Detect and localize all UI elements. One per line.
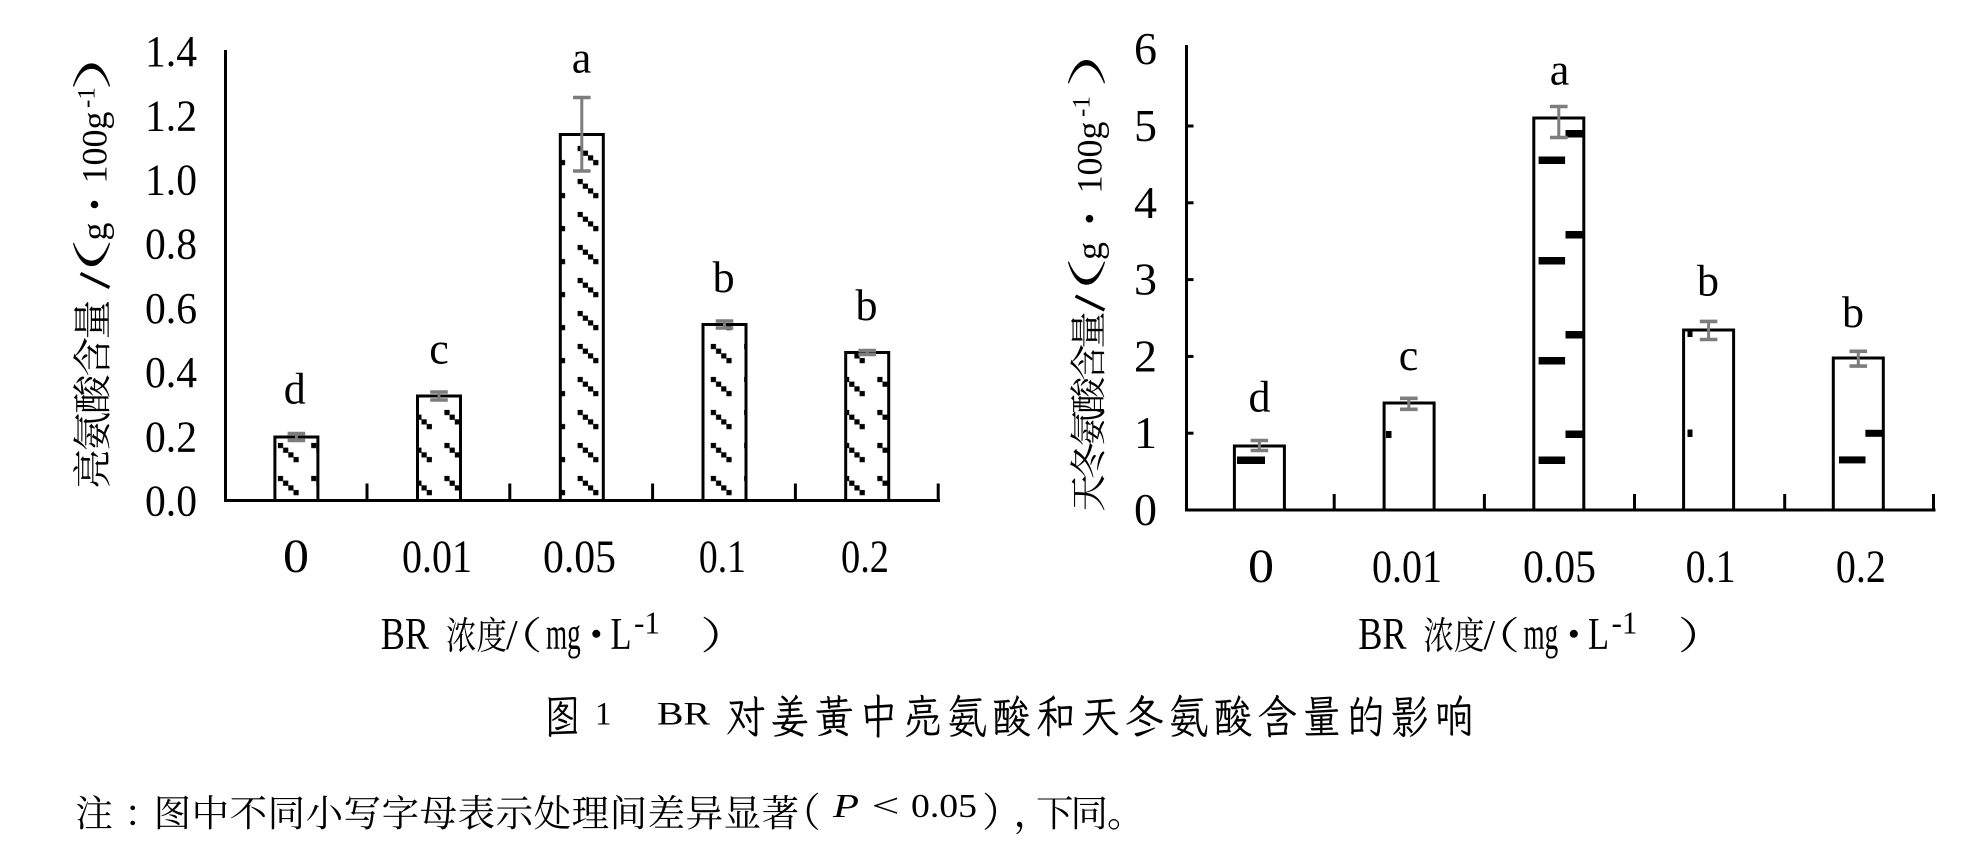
svg-text:100g: 100g (75, 112, 115, 184)
svg-text:0.8: 0.8 (145, 220, 197, 269)
svg-text:0.01: 0.01 (402, 531, 472, 583)
svg-text:/: / (1484, 613, 1496, 659)
svg-text:d: d (1249, 373, 1271, 422)
svg-text:b: b (713, 253, 735, 302)
svg-text:100g: 100g (1070, 122, 1110, 194)
svg-text:6: 6 (1134, 23, 1157, 74)
svg-text:-1: -1 (1612, 605, 1638, 641)
svg-text:5: 5 (1134, 100, 1157, 151)
svg-text:g: g (75, 223, 115, 241)
svg-text:2: 2 (1134, 330, 1157, 381)
svg-text:0: 0 (283, 530, 309, 583)
svg-text:b: b (856, 281, 878, 330)
svg-text:c: c (1399, 331, 1419, 380)
svg-text:0.2: 0.2 (1836, 541, 1886, 593)
svg-text:0: 0 (1248, 540, 1274, 593)
svg-text:3: 3 (1134, 254, 1157, 305)
svg-text:1: 1 (1134, 407, 1157, 458)
svg-text:L: L (611, 608, 632, 659)
svg-text:0.1: 0.1 (1686, 541, 1736, 593)
svg-text:0.4: 0.4 (145, 348, 197, 397)
svg-text:-1: -1 (74, 87, 101, 108)
svg-text:0: 0 (1134, 484, 1157, 535)
svg-text:d: d (284, 365, 306, 414)
svg-text:0.05: 0.05 (911, 788, 977, 825)
svg-text:1: 1 (595, 697, 612, 733)
svg-text:0.1: 0.1 (699, 531, 746, 583)
svg-text:-1: -1 (1069, 96, 1096, 117)
svg-text:-1: -1 (634, 605, 660, 641)
svg-text:L: L (1588, 608, 1609, 659)
svg-text:4: 4 (1134, 177, 1157, 228)
svg-text:BR: BR (657, 697, 710, 733)
svg-text:0.01: 0.01 (1372, 541, 1442, 593)
svg-text:1.2: 1.2 (145, 91, 197, 140)
svg-text:P: P (832, 788, 859, 825)
svg-text:0.05: 0.05 (543, 531, 616, 583)
svg-text:a: a (572, 34, 592, 83)
svg-text:mg: mg (1524, 608, 1559, 659)
svg-text:0.2: 0.2 (841, 531, 889, 583)
svg-text:b: b (1697, 257, 1719, 306)
svg-text:0.6: 0.6 (145, 284, 197, 333)
svg-text:0.0: 0.0 (145, 477, 197, 526)
svg-text:0.05: 0.05 (1523, 541, 1596, 593)
svg-text:c: c (429, 325, 449, 374)
svg-text:1.0: 1.0 (145, 156, 197, 205)
svg-text:a: a (1550, 46, 1570, 95)
svg-text:/: / (506, 613, 518, 659)
svg-text:mg: mg (546, 608, 581, 659)
svg-text:BR: BR (1358, 608, 1407, 659)
svg-text:<: < (872, 788, 900, 825)
svg-text:0.2: 0.2 (145, 412, 197, 461)
svg-text:BR: BR (381, 608, 430, 659)
svg-text:1.4: 1.4 (145, 27, 197, 76)
svg-text:b: b (1842, 288, 1864, 337)
svg-text:g: g (1070, 242, 1110, 260)
